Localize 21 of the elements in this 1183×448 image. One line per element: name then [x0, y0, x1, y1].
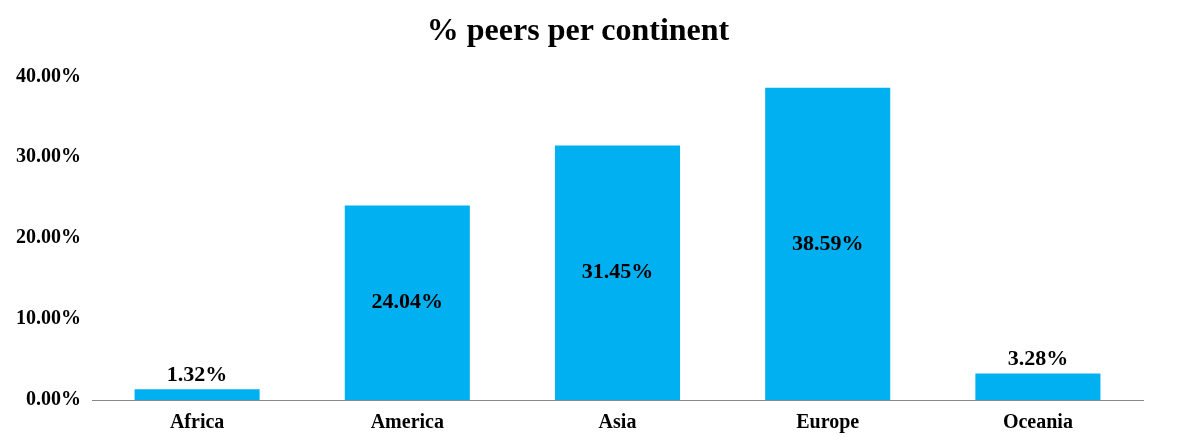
y-tick-label: 20.00%: [16, 225, 81, 248]
bar: [765, 87, 891, 400]
bar: [554, 145, 681, 400]
x-tick-label: Africa: [169, 410, 225, 433]
data-label: 24.04%: [371, 288, 444, 314]
y-tick-label: 30.00%: [16, 144, 81, 167]
y-tick-label: 0.00%: [26, 387, 81, 410]
x-tick-label: America: [370, 410, 444, 433]
x-tick-label: Europe: [796, 410, 860, 434]
bar: [134, 389, 260, 400]
data-label: 38.59%: [791, 229, 864, 255]
data-label: 1.32%: [166, 361, 228, 387]
y-tick-label: 10.00%: [16, 306, 81, 329]
chart-title: % peers per continent: [426, 11, 730, 48]
y-tick-label: 40.00%: [16, 63, 81, 86]
x-tick-label: Asia: [598, 410, 637, 433]
data-label: 31.45%: [581, 258, 654, 284]
data-label: 3.28%: [1007, 345, 1069, 371]
x-tick-label: Oceania: [1002, 410, 1073, 433]
bar: [975, 373, 1101, 400]
bar: [344, 205, 470, 400]
